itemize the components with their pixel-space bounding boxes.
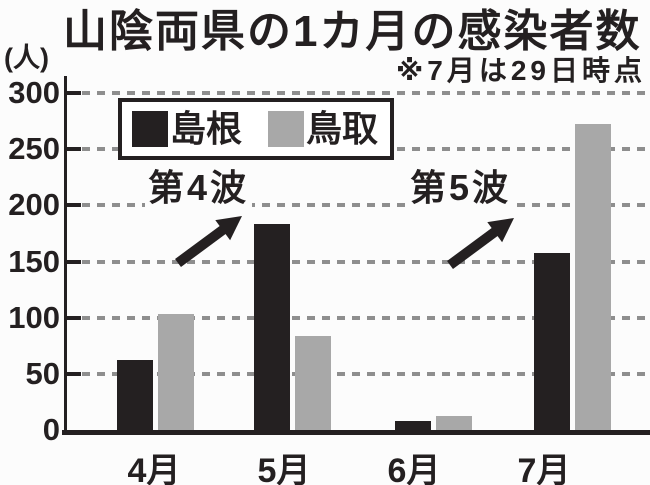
annotation-wave4: 第4波 <box>145 168 253 208</box>
y-axis-tick-label: 50 <box>25 355 60 391</box>
y-axis-tick-label: 300 <box>8 75 60 110</box>
bar-tottori-2 <box>294 336 331 434</box>
x-axis-label: 5月 <box>257 452 311 485</box>
y-axis-tick-label: 100 <box>8 299 60 335</box>
y-axis-tick-mark <box>66 371 81 376</box>
bar-tottori-3 <box>435 416 472 434</box>
legend-swatch-tottori <box>268 111 305 147</box>
bar-shimane-4 <box>533 253 570 434</box>
gridline <box>82 259 650 264</box>
bar-shimane-1 <box>116 359 153 434</box>
chart-note: ※7月は29日時点 <box>396 55 646 86</box>
wave4-arrow-icon <box>175 216 242 268</box>
gridline <box>82 203 650 208</box>
y-axis-tick-mark <box>66 203 81 208</box>
bar-tottori-1 <box>157 313 194 434</box>
y-axis-tick-label: 0 <box>42 412 60 447</box>
x-axis-label: 4月 <box>127 452 181 485</box>
y-axis-tick-mark <box>66 315 81 320</box>
x-axis-line <box>62 430 650 435</box>
y-axis-tick-mark <box>66 259 81 264</box>
y-axis-tick-label: 150 <box>8 243 60 279</box>
legend-label-tottori: 鳥取 <box>306 108 379 149</box>
legend: 島根 鳥取 <box>118 98 394 160</box>
gridline <box>82 371 650 376</box>
legend-swatch-shimane <box>132 111 168 147</box>
y-axis-tick-mark <box>66 91 81 95</box>
y-axis-tick-mark <box>66 147 81 152</box>
y-axis-tick-label: 250 <box>8 131 60 167</box>
gridline <box>82 315 650 320</box>
x-axis-label: 6月 <box>387 452 441 485</box>
x-axis-label: 7月 <box>517 452 571 485</box>
bar-shimane-2 <box>253 223 290 434</box>
y-axis-tick-label: 200 <box>8 187 60 223</box>
wave5-arrow-icon <box>447 218 514 270</box>
gridline <box>82 91 650 95</box>
y-axis-unit-label: (人) <box>4 43 49 73</box>
chart-title: 山陰両県の1カ月の感染者数 <box>63 7 642 56</box>
annotation-wave5: 第5波 <box>407 168 515 208</box>
legend-label-shimane: 島根 <box>170 108 243 149</box>
bar-tottori-4 <box>574 123 611 434</box>
y-axis-line <box>64 76 67 435</box>
